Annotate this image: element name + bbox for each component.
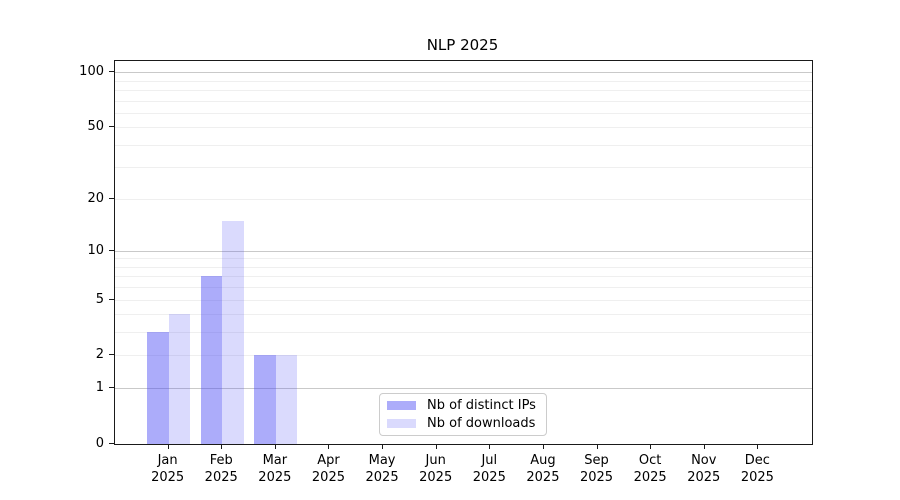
gridline-minor [115, 198, 812, 200]
x-tick-month: Dec [744, 453, 770, 468]
gridline-major [115, 250, 812, 252]
x-tick-month: May [368, 453, 396, 468]
y-tick-mark [109, 126, 114, 128]
x-tick-year: 2025 [311, 470, 345, 485]
x-tick-year: 2025 [687, 470, 721, 485]
x-tick-mark [650, 444, 652, 449]
gridline-minor [115, 314, 812, 316]
legend-item-downloads: Nb of downloads [387, 415, 539, 432]
x-tick-year: 2025 [633, 470, 667, 485]
x-tick-label-jun: Jun 2025 [406, 452, 466, 486]
y-tick-mark [109, 354, 114, 356]
x-tick-mark [274, 444, 276, 449]
x-tick-label-aug: Aug 2025 [513, 452, 573, 486]
plot-area [114, 60, 813, 445]
legend-label-distinct-ips: Nb of distinct IPs [427, 398, 536, 413]
legend-swatch-distinct-ips [387, 401, 416, 410]
x-tick-mark [542, 444, 544, 449]
x-tick-label-jul: Jul 2025 [459, 452, 519, 486]
y-tick-label: 5 [95, 291, 104, 307]
gridline-minor [115, 332, 812, 334]
x-tick-month: Nov [691, 453, 717, 468]
y-tick-label: 50 [87, 119, 104, 135]
y-tick-label: 100 [79, 64, 104, 80]
x-tick-label-apr: Apr 2025 [298, 452, 358, 486]
bar-downloads-feb [222, 220, 244, 444]
gridline-minor [115, 100, 812, 102]
chart-title: NLP 2025 [426, 36, 499, 54]
x-tick-month: Feb [209, 453, 233, 468]
x-tick-mark [596, 444, 598, 449]
y-tick-label: 10 [87, 242, 104, 258]
x-tick-label-nov: Nov 2025 [674, 452, 734, 486]
x-tick-mark [328, 444, 330, 449]
x-tick-mark [757, 444, 759, 449]
gridline-minor [115, 144, 812, 146]
x-tick-month: Mar [262, 453, 288, 468]
x-tick-year: 2025 [365, 470, 399, 485]
x-tick-month: Jan [157, 453, 178, 468]
x-tick-label-jan: Jan 2025 [138, 452, 198, 486]
gridline-minor [115, 355, 812, 357]
x-tick-mark [382, 444, 384, 449]
x-tick-year: 2025 [526, 470, 560, 485]
x-tick-year: 2025 [740, 470, 774, 485]
bar-distinct-ips-mar [254, 355, 276, 444]
x-tick-label-may: May 2025 [352, 452, 412, 486]
x-tick-mark [435, 444, 437, 449]
gridline-minor [115, 80, 812, 82]
x-tick-label-mar: Mar 2025 [245, 452, 305, 486]
x-tick-month: Apr [317, 453, 340, 468]
y-tick-mark [109, 249, 114, 251]
gridline-major [115, 72, 812, 74]
y-tick-mark [109, 71, 114, 73]
x-tick-month: Jul [481, 453, 498, 468]
bar-downloads-mar [275, 355, 298, 444]
bar-distinct-ips-jan [147, 332, 169, 444]
gridline-minor [115, 287, 812, 289]
x-tick-label-feb: Feb 2025 [191, 452, 251, 486]
x-tick-year: 2025 [579, 470, 614, 485]
gridline-minor [115, 276, 812, 278]
gridline-major [115, 388, 812, 390]
x-tick-month: Jun [425, 453, 446, 468]
y-tick-label: 0 [95, 436, 104, 451]
x-tick-year: 2025 [258, 470, 292, 485]
y-tick-label: 2 [95, 347, 104, 363]
x-tick-year: 2025 [472, 470, 506, 485]
bar-distinct-ips-feb [200, 276, 223, 444]
y-tick-mark [109, 298, 114, 300]
legend-swatch-downloads [387, 419, 416, 428]
y-tick-label: 1 [95, 380, 104, 396]
x-tick-month: Sep [584, 453, 609, 468]
bar-downloads-jan [168, 314, 191, 444]
legend: Nb of distinct IPs Nb of downloads [379, 393, 547, 436]
x-tick-mark [489, 444, 491, 449]
y-tick-label: 20 [87, 190, 104, 206]
gridline-minor [115, 127, 812, 129]
x-tick-year: 2025 [419, 470, 453, 485]
x-tick-label-sep: Sep 2025 [567, 452, 627, 486]
x-tick-label-dec: Dec 2025 [727, 452, 787, 486]
legend-item-distinct-ips: Nb of distinct IPs [387, 397, 539, 414]
y-tick-mark [109, 443, 114, 444]
gridline-minor [115, 89, 812, 91]
x-tick-mark [703, 444, 705, 449]
x-tick-year: 2025 [151, 470, 185, 485]
gridline-minor [115, 266, 812, 268]
x-tick-month: Aug [530, 453, 556, 468]
y-tick-mark [109, 387, 114, 389]
x-tick-label-oct: Oct 2025 [620, 452, 680, 486]
gridline-minor [115, 112, 812, 114]
y-tick-mark [109, 197, 114, 199]
x-tick-mark [167, 444, 169, 449]
gridline-minor [115, 258, 812, 260]
gridline-minor [115, 299, 812, 301]
gridline-minor [115, 167, 812, 169]
x-tick-month: Oct [638, 453, 662, 468]
x-tick-mark [221, 444, 223, 449]
x-tick-year: 2025 [204, 470, 238, 485]
legend-label-downloads: Nb of downloads [427, 416, 536, 431]
